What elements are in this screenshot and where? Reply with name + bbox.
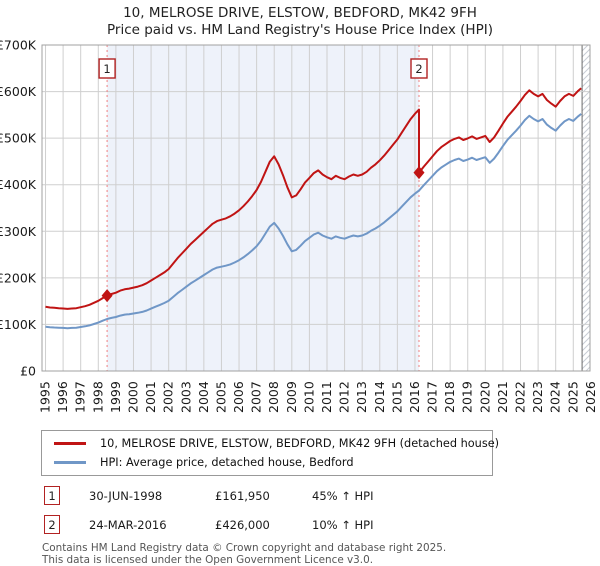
footer-line1: Contains HM Land Registry data © Crown c… bbox=[42, 543, 600, 555]
x-axis-tick-label: 2026 bbox=[583, 381, 598, 413]
sale-1-number-badge: 1 bbox=[44, 486, 60, 505]
x-axis-tick-label: 2018 bbox=[442, 381, 457, 413]
x-axis-tick-label: 2023 bbox=[530, 381, 545, 413]
copyright-footer: Contains HM Land Registry data © Crown c… bbox=[42, 543, 600, 566]
sale-2-date: 24-MAR-2016 bbox=[89, 518, 215, 532]
x-axis-tick-label: 2010 bbox=[301, 381, 316, 413]
x-axis-tick-label: 2003 bbox=[178, 381, 193, 413]
y-axis-tick-label: £600K bbox=[0, 84, 37, 99]
chart-legend: 10, MELROSE DRIVE, ELSTOW, BEDFORD, MK42… bbox=[41, 430, 493, 476]
x-axis-tick-label: 1998 bbox=[90, 381, 105, 413]
price-chart: 1 2 £0 £100K £200K £300K £400K £500K £600K £700K 1… bbox=[0, 39, 600, 425]
y-axis-tick-label: £700K bbox=[0, 39, 37, 53]
x-axis-tick-label: 2006 bbox=[231, 381, 246, 413]
y-axis-tick-label: £100K bbox=[0, 317, 37, 332]
x-axis-tick-label: 2019 bbox=[460, 381, 475, 413]
x-axis-tick-label: 2008 bbox=[266, 381, 281, 413]
x-axis-tick-label: 2011 bbox=[319, 381, 334, 413]
sale-annotation-2: 2 24-MAR-2016 £426,000 10% ↑ HPI bbox=[44, 515, 600, 534]
legend-label-hpi: HPI: Average price, detached house, Bedf… bbox=[100, 456, 354, 469]
sale-2-number-badge: 2 bbox=[44, 515, 60, 534]
legend-item-hpi: HPI: Average price, detached house, Bedf… bbox=[48, 453, 486, 472]
sale-1-hpi-delta: 45% ↑ HPI bbox=[312, 489, 373, 503]
y-axis-tick-label: £400K bbox=[0, 177, 37, 192]
legend-label-property: 10, MELROSE DRIVE, ELSTOW, BEDFORD, MK42… bbox=[100, 437, 499, 450]
sale-1-date: 30-JUN-1998 bbox=[89, 489, 215, 503]
x-axis-tick-label: 2001 bbox=[143, 381, 158, 413]
x-axis-tick-label: 2022 bbox=[513, 381, 528, 413]
ownership-shaded-span bbox=[107, 45, 419, 371]
y-axis-tick-label: £200K bbox=[0, 270, 37, 285]
x-axis-tick-label: 2021 bbox=[495, 381, 510, 413]
x-axis-tick-label: 2020 bbox=[477, 381, 492, 413]
x-axis-tick-label: 2015 bbox=[389, 381, 404, 413]
legend-item-property: 10, MELROSE DRIVE, ELSTOW, BEDFORD, MK42… bbox=[48, 434, 486, 453]
sale-2-hpi-delta: 10% ↑ HPI bbox=[312, 518, 373, 532]
x-axis-tick-label: 2007 bbox=[249, 381, 264, 413]
sale-annotation-1: 1 30-JUN-1998 £161,950 45% ↑ HPI bbox=[44, 486, 600, 505]
x-axis-tick-label: 1995 bbox=[38, 381, 53, 413]
sale-marker-number: 2 bbox=[415, 62, 422, 76]
x-axis-tick-label: 1999 bbox=[108, 381, 123, 413]
sale-marker-number: 1 bbox=[103, 62, 110, 76]
chart-title: 10, MELROSE DRIVE, ELSTOW, BEDFORD, MK42… bbox=[0, 0, 600, 39]
y-axis-tick-label: £0 bbox=[20, 364, 36, 379]
sale-1-price: £161,950 bbox=[215, 489, 312, 503]
x-axis-tick-label: 2005 bbox=[213, 381, 228, 413]
x-axis-tick-label: 2002 bbox=[161, 381, 176, 413]
x-axis-tick-label: 2014 bbox=[372, 381, 387, 413]
future-hatch-span bbox=[582, 45, 590, 371]
y-axis-tick-label: £300K bbox=[0, 224, 37, 239]
x-axis-tick-label: 1997 bbox=[73, 381, 88, 413]
x-axis-tick-label: 2024 bbox=[548, 381, 563, 413]
x-axis-tick-label: 2004 bbox=[196, 381, 211, 413]
chart-title-line1: 10, MELROSE DRIVE, ELSTOW, BEDFORD, MK42… bbox=[0, 5, 600, 22]
x-axis-tick-label: 2016 bbox=[407, 381, 422, 413]
x-axis-tick-label: 2013 bbox=[354, 381, 369, 413]
chart-title-line2: Price paid vs. HM Land Registry's House … bbox=[0, 22, 600, 39]
footer-line2: This data is licensed under the Open Gov… bbox=[42, 555, 600, 566]
sale-2-price: £426,000 bbox=[215, 518, 312, 532]
x-axis-tick-label: 2017 bbox=[425, 381, 440, 413]
y-axis-tick-label: £500K bbox=[0, 131, 37, 146]
x-axis-tick-label: 2025 bbox=[565, 381, 580, 413]
x-axis-tick-label: 2009 bbox=[284, 381, 299, 413]
x-axis-tick-label: 2000 bbox=[125, 381, 140, 413]
hpi-line-swatch bbox=[54, 461, 86, 464]
x-axis-tick-label: 1996 bbox=[55, 381, 70, 413]
x-axis-tick-label: 2012 bbox=[337, 381, 352, 413]
property-line-swatch bbox=[54, 442, 86, 445]
